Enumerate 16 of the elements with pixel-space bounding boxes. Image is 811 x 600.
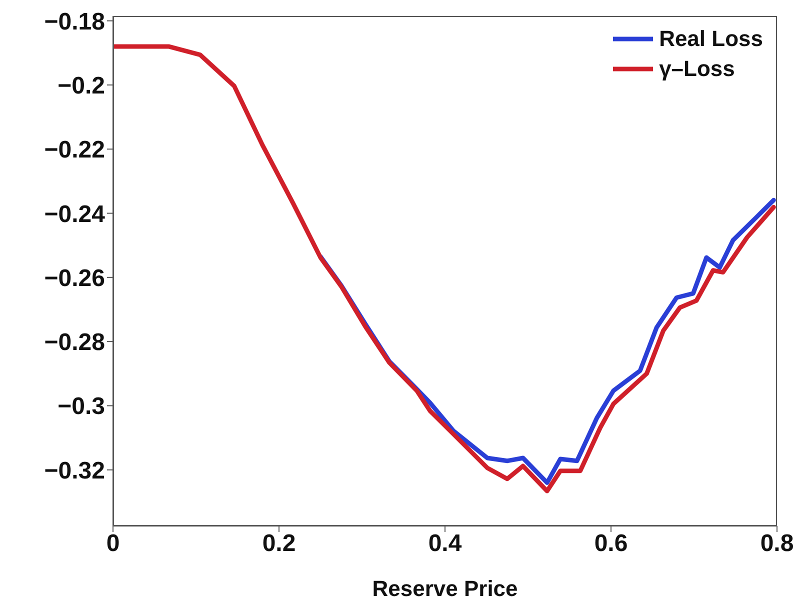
y-tick-label: −0.22 (44, 136, 105, 164)
y-tick-label: −0.28 (44, 329, 105, 356)
y-tick-label: −0.32 (44, 457, 105, 484)
y-tick-label: −0.18 (44, 8, 105, 36)
y-tick-label: −0.24 (44, 200, 106, 228)
x-tick-label: 0.8 (760, 530, 794, 558)
x-tick-label: 0.6 (594, 530, 628, 558)
y-tick-label: −0.3 (58, 393, 105, 420)
y-tick-label: −0.2 (58, 72, 105, 100)
legend-label: Real Loss (659, 26, 763, 52)
x-axis-title: Reserve Price (372, 576, 518, 600)
legend-label: γ–Loss (659, 56, 735, 82)
x-tick-label: 0.4 (428, 530, 462, 558)
y-tick-label: −0.26 (44, 264, 105, 292)
x-tick-label: 0 (106, 530, 120, 558)
x-tick-label: 0.2 (262, 530, 296, 558)
